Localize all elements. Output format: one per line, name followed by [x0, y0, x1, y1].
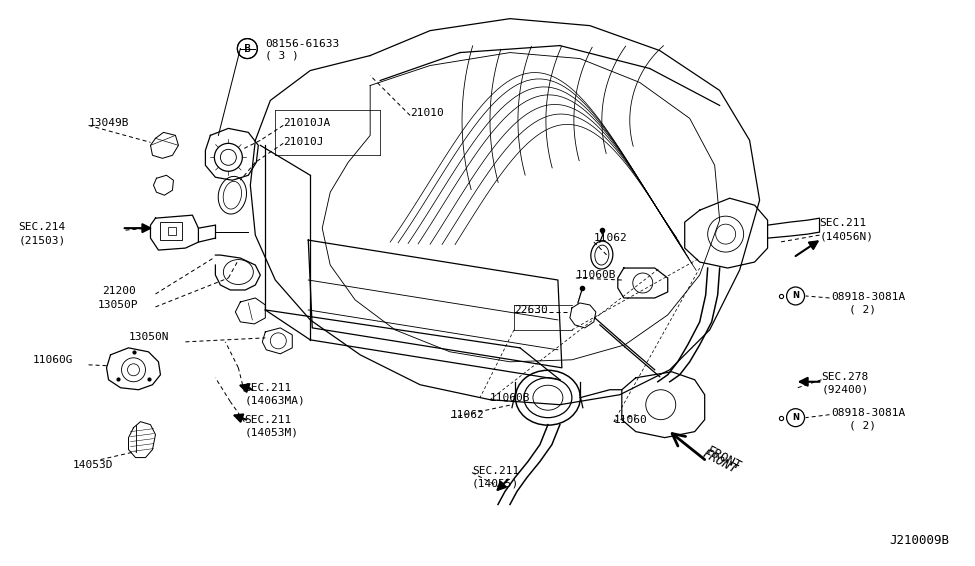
Text: FRONT: FRONT — [705, 445, 744, 474]
Text: SEC.211: SEC.211 — [245, 383, 292, 393]
Text: 22630: 22630 — [514, 305, 548, 315]
Text: 13050P: 13050P — [98, 300, 138, 310]
Text: 11060B: 11060B — [576, 270, 616, 280]
Text: N: N — [792, 291, 800, 301]
Text: 08918-3081A: 08918-3081A — [832, 292, 906, 302]
Text: J210009B: J210009B — [889, 534, 950, 547]
Text: SEC.278: SEC.278 — [822, 372, 869, 382]
Text: SEC.211: SEC.211 — [820, 218, 867, 228]
Text: (14056N): (14056N) — [820, 231, 874, 241]
Text: 11060B: 11060B — [490, 393, 530, 403]
Text: ( 2): ( 2) — [849, 305, 877, 315]
Text: (21503): (21503) — [19, 235, 66, 245]
Text: 21010J: 21010J — [284, 138, 324, 147]
Text: SEC.211: SEC.211 — [472, 466, 520, 475]
Bar — [169, 227, 176, 235]
Text: (92400): (92400) — [822, 385, 869, 395]
Text: 08918-3081A: 08918-3081A — [832, 408, 906, 418]
Text: 21010JA: 21010JA — [284, 118, 331, 128]
Text: (14063MA): (14063MA) — [245, 396, 305, 406]
Text: 13049B: 13049B — [89, 118, 129, 128]
Text: (14055): (14055) — [472, 478, 520, 488]
Text: B: B — [244, 44, 251, 54]
Text: B: B — [245, 44, 251, 54]
Text: 11060: 11060 — [614, 415, 647, 424]
Text: 21010: 21010 — [410, 109, 444, 118]
Text: N: N — [792, 413, 800, 422]
Text: FRONT: FRONT — [700, 448, 739, 477]
Text: 11060G: 11060G — [32, 355, 73, 365]
Text: 11062: 11062 — [594, 233, 628, 243]
Text: 13050N: 13050N — [129, 332, 169, 342]
Text: SEC.211: SEC.211 — [245, 415, 292, 424]
Text: SEC.214: SEC.214 — [19, 222, 66, 232]
Bar — [161, 222, 182, 240]
Text: ( 2): ( 2) — [849, 421, 877, 431]
Text: 21200: 21200 — [102, 286, 136, 296]
Text: (14053M): (14053M) — [245, 428, 298, 438]
Text: 08156-61633
( 3 ): 08156-61633 ( 3 ) — [265, 38, 339, 60]
Text: 14053D: 14053D — [72, 460, 113, 470]
Text: 11062: 11062 — [451, 410, 485, 419]
